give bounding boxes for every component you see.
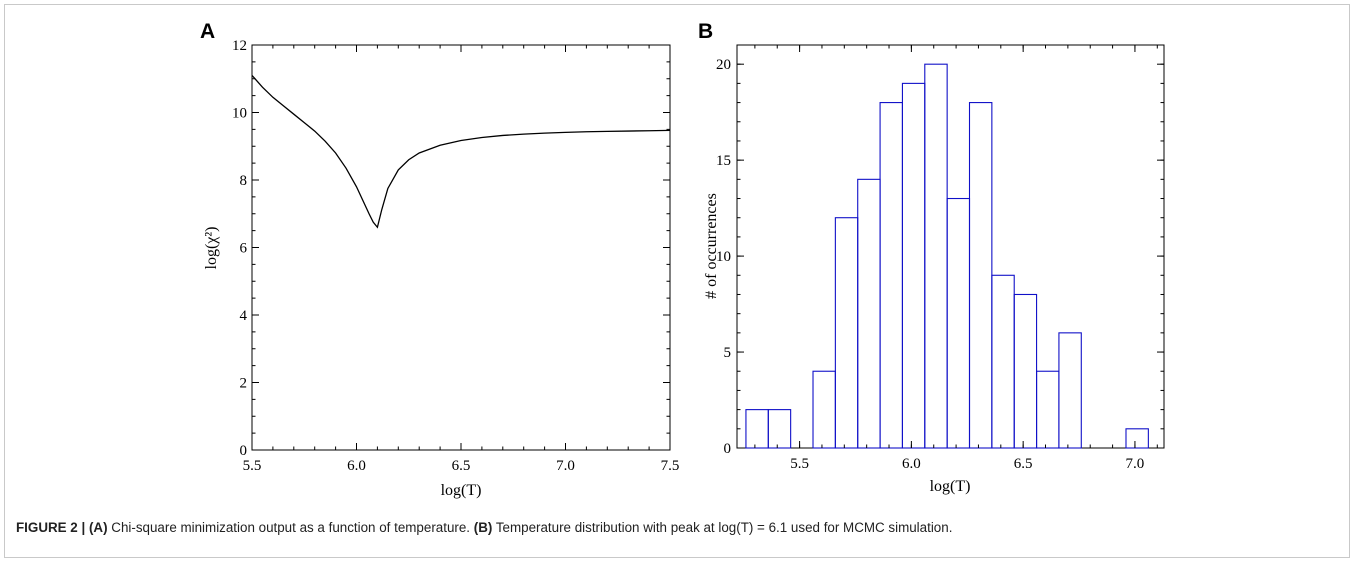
panel-b-y-tick-label: 0 — [724, 441, 732, 457]
histogram-bar — [1036, 370, 1060, 449]
panel-a-y-axis-title: log(χ²) — [203, 227, 220, 270]
histogram-bar — [767, 409, 792, 449]
panel-a-y-tick-label: 4 — [240, 308, 248, 324]
panel-b-y-tick-label: 5 — [724, 345, 732, 361]
panel-b-y-tick-label: 20 — [716, 57, 731, 73]
panel-a-ticks: 5.5 6.0 6.5 7.0 7.5 0 2 4 6 8 10 12 — [232, 38, 679, 474]
panel-a-y-tick-label: 0 — [240, 443, 248, 459]
panel-a-x-tick-label: 6.5 — [452, 458, 471, 474]
panel-a-letter: A — [200, 20, 215, 43]
histogram-bar — [745, 409, 769, 449]
panel-b-y-tick-label: 10 — [716, 249, 731, 265]
panel-b-x-tick-label: 7.0 — [1126, 456, 1145, 472]
panel-a-x-tick-label: 7.5 — [661, 458, 680, 474]
caption-figure-label: FIGURE 2 | — [16, 520, 89, 535]
caption-b-text: Temperature distribution with peak at lo… — [492, 520, 953, 535]
histogram-bar — [812, 370, 836, 449]
panel-b: B 5.5 6.0 6.5 7.0 0 5 10 15 20 log(T) # of occur… — [698, 20, 1165, 495]
histogram-bar — [1058, 332, 1082, 449]
panel-b-x-tick-label: 6.5 — [1014, 456, 1033, 472]
histogram-bar — [1125, 428, 1149, 449]
panel-a-y-tick-label: 6 — [240, 241, 248, 257]
panel-b-x-tick-label: 6.0 — [902, 456, 921, 472]
panel-b-y-axis-title: # of occurrences — [703, 193, 720, 299]
panel-b-x-tick-label: 5.5 — [790, 456, 809, 472]
panel-a: A 5.5 6.0 6.5 7.0 7.5 0 2 4 6 8 10 12 log(T) log(χ²… — [200, 20, 679, 499]
histogram-bar — [946, 197, 971, 449]
histogram-bar — [968, 102, 993, 449]
panel-a-y-tick-label: 2 — [240, 376, 248, 392]
histogram-bar — [991, 274, 1015, 449]
panel-a-y-tick-label: 12 — [232, 38, 247, 54]
caption-a-text: Chi-square minimization output as a func… — [107, 520, 474, 535]
histogram-bar — [924, 63, 948, 449]
histogram-bar — [857, 178, 881, 449]
histogram-bar — [834, 217, 859, 449]
panel-b-letter: B — [698, 20, 713, 43]
caption-a-label: (A) — [88, 520, 108, 535]
panel-a-x-tick-label: 7.0 — [556, 458, 575, 474]
panel-a-chi-square-line — [251, 74, 671, 229]
panel-b-y-tick-label: 15 — [716, 153, 731, 169]
panel-a-y-tick-label: 10 — [232, 106, 247, 122]
panel-b-plot-frame — [736, 44, 1165, 449]
panel-b-x-axis-title: log(T) — [930, 478, 971, 495]
panel-a-x-axis-title: log(T) — [441, 482, 482, 499]
panel-a-x-tick-label: 5.5 — [243, 458, 262, 474]
caption-b-label: (B) — [473, 520, 493, 535]
histogram-bar — [879, 102, 903, 449]
panel-a-plot-frame — [251, 44, 671, 451]
histogram-bar — [1013, 293, 1038, 449]
figure-frame — [4, 4, 1350, 558]
figure-caption: FIGURE 2 | (A) Chi-square minimization o… — [16, 520, 1336, 535]
histogram-bar — [901, 82, 926, 449]
panel-a-x-tick-label: 6.0 — [347, 458, 366, 474]
panel-b-ticks: 5.5 6.0 6.5 7.0 0 5 10 15 20 — [716, 44, 1164, 472]
panel-b-histogram — [745, 63, 1149, 449]
panel-a-y-tick-label: 8 — [240, 173, 248, 189]
